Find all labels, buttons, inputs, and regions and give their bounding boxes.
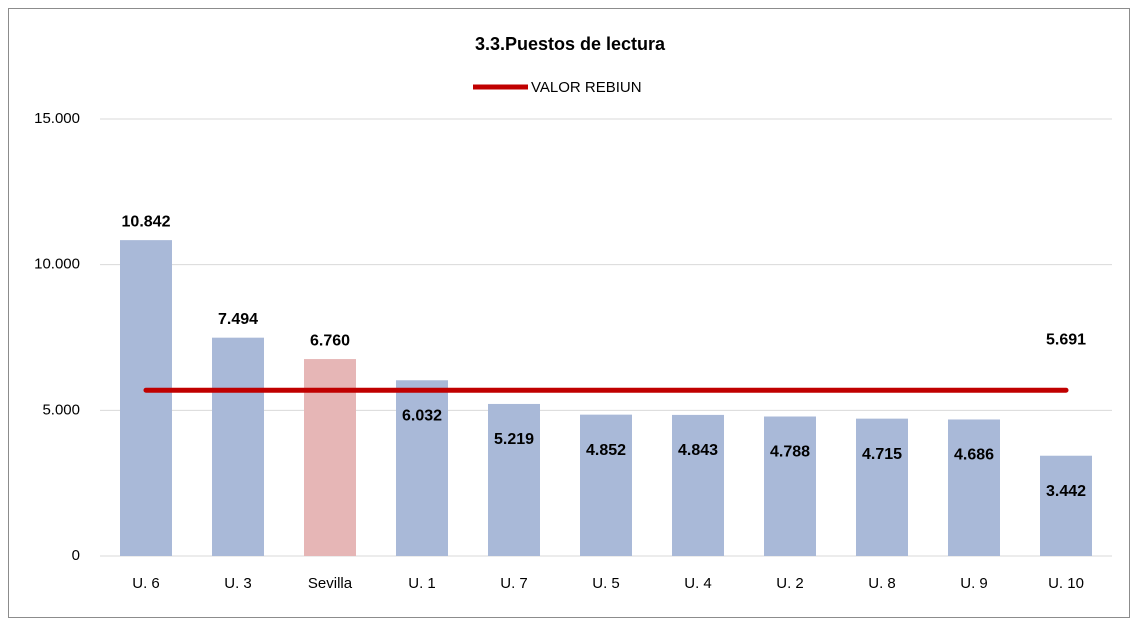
bar [580, 414, 632, 556]
data-label: 4.843 [678, 442, 718, 459]
legend-label: VALOR REBIUN [531, 79, 642, 96]
data-label: 4.852 [586, 442, 626, 459]
x-tick-label: U. 2 [776, 575, 804, 592]
bar [1040, 455, 1092, 556]
data-label: 3.442 [1046, 483, 1086, 500]
bar [212, 337, 264, 556]
y-tick-label: 15.000 [34, 110, 80, 127]
y-tick-label: 5.000 [42, 401, 80, 418]
bar [488, 403, 540, 556]
data-label: 4.686 [954, 447, 994, 464]
bar [856, 418, 908, 556]
y-tick-label: 0 [72, 547, 80, 564]
x-tick-label: U. 7 [500, 575, 528, 592]
data-label: 4.788 [770, 444, 810, 461]
data-label: 4.715 [862, 446, 902, 463]
chart-frame [8, 8, 1130, 618]
x-tick-label: U. 1 [408, 575, 436, 592]
y-tick-label: 10.000 [34, 256, 80, 273]
data-label: 7.494 [218, 311, 258, 328]
data-label: 6.032 [402, 407, 442, 424]
x-tick-label: U. 5 [592, 575, 620, 592]
x-tick-label: U. 6 [132, 575, 160, 592]
data-label: 5.219 [494, 431, 534, 448]
x-tick-label: U. 10 [1048, 575, 1084, 592]
bar [948, 419, 1000, 556]
chart-title: 3.3.Puestos de lectura [475, 34, 666, 54]
data-label: 10.842 [122, 213, 171, 230]
bar [672, 414, 724, 556]
x-tick-label: Sevilla [308, 575, 353, 592]
x-tick-label: U. 8 [868, 575, 896, 592]
bar [764, 416, 816, 556]
bar [396, 380, 448, 556]
data-label: 6.760 [310, 332, 350, 349]
x-tick-label: U. 3 [224, 575, 252, 592]
bar [120, 240, 172, 556]
x-tick-label: U. 4 [684, 575, 712, 592]
x-tick-label: U. 9 [960, 575, 988, 592]
data-label: 5.691 [1046, 331, 1086, 348]
